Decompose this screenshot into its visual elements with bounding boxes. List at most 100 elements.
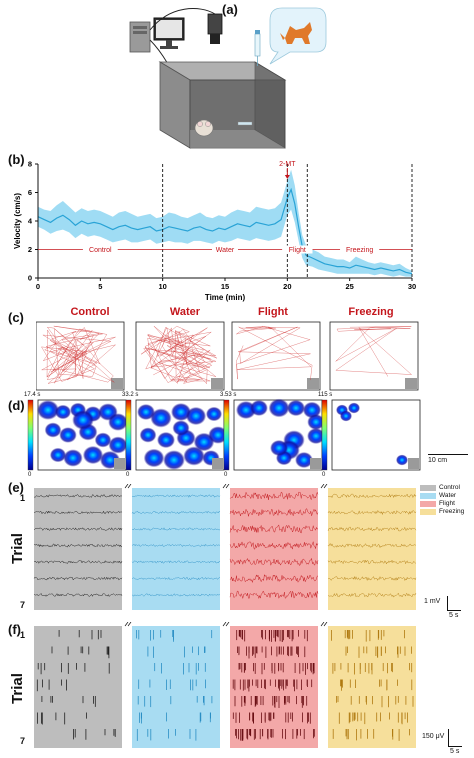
lfp-time-label: 5 s: [449, 612, 459, 619]
occupancy-blob: [108, 413, 128, 431]
lfp-traces: [33, 484, 417, 610]
lfp-background: [230, 488, 318, 610]
heatmap-colorbar: [223, 399, 230, 471]
lfp-trace: [131, 510, 221, 515]
x-tick-label: 20: [283, 282, 291, 291]
axis-break-icon: [124, 622, 132, 627]
lfp-trace: [229, 573, 319, 584]
occupancy-blob: [208, 426, 228, 444]
y-axis-label: Velocity (cm/s): [13, 193, 22, 249]
occupancy-blob: [72, 410, 94, 430]
epoch-label-bg: [212, 245, 238, 254]
occupancy-blob: [37, 400, 59, 420]
trajectory-frame: [231, 321, 321, 391]
lfp-trace: [33, 543, 123, 548]
axis-break-icon: [222, 622, 230, 627]
lfp-trace: [229, 590, 319, 600]
spike-column-water: [132, 622, 230, 748]
colorbar-max-label: 115 s: [318, 392, 333, 398]
legend-label: Water: [439, 492, 457, 499]
panel-label-b: (b): [8, 152, 25, 167]
x-tick-label: 15: [221, 282, 229, 291]
y-tick-label: 2: [28, 245, 32, 254]
trajectory-plots: [36, 321, 419, 391]
axis-break-icon: [320, 484, 328, 489]
lfp-trace: [327, 493, 417, 499]
lfp-last-trial: 7: [20, 600, 26, 610]
occupancy-blob: [286, 399, 306, 417]
start-zone: [307, 378, 319, 389]
lfp-first-trial: 1: [20, 493, 26, 503]
lfp-column-flight: [229, 484, 328, 610]
lfp-trace: [327, 592, 417, 598]
spike-column-control: [34, 622, 132, 748]
start-zone: [408, 458, 419, 469]
velocity-chart: 0 5 10 15 20 25 30 0 2 4 6 8 Time (min) Velocity (cm/…: [13, 160, 416, 303]
x-tick-label: 25: [345, 282, 353, 291]
spike-time-scalebar: [448, 746, 462, 747]
computer-icon: [129, 17, 185, 53]
panel-label-c: (c): [8, 310, 24, 325]
spike-voltage-scalebar: [448, 729, 449, 746]
trajectory-plot-control: [36, 321, 125, 391]
stimulus-annotation: 2-MT: [279, 161, 296, 168]
occupancy-blob: [157, 431, 175, 449]
experimental-setup-illustration: [129, 7, 327, 149]
lfp-trace: [33, 527, 123, 531]
occupancy-blob: [250, 400, 268, 416]
condition-title-flight: Flight: [258, 306, 288, 318]
epoch-label: Freezing: [346, 247, 373, 254]
axis-break-icon: [320, 622, 328, 627]
occupancy-blob: [396, 454, 408, 466]
lfp-background: [34, 488, 122, 610]
epoch-label-bg: [282, 245, 313, 254]
start-zone: [114, 458, 125, 469]
legend-item-flight: Flight: [420, 500, 455, 507]
lfp-trace: [327, 510, 417, 516]
colorbar-max-label: 17.4 s: [24, 392, 41, 398]
x-tick-label: 30: [408, 282, 416, 291]
colorbar-min-label: 0: [224, 472, 228, 478]
lfp-trace: [131, 593, 221, 597]
start-zone: [212, 458, 223, 469]
trajectory-plot-water: [135, 321, 225, 391]
start-zone: [111, 378, 123, 389]
trajectory-path: [41, 325, 116, 384]
lfp-column-water: [131, 484, 230, 610]
occupancy-heatmaps: [27, 398, 421, 471]
heatmap-flight: [223, 398, 325, 471]
start-zone: [310, 458, 321, 469]
camera-icon: [207, 13, 223, 44]
spike-trial-axis-label: Trial: [8, 673, 26, 704]
lfp-column-control: [33, 484, 132, 610]
panel-label-a: (a): [222, 2, 238, 17]
legend-swatch: [420, 500, 436, 507]
lfp-voltage-scalebar: [447, 596, 448, 610]
legend-item-freezing: Freezing: [420, 508, 464, 515]
lfp-trace: [131, 560, 221, 564]
legend-swatch: [420, 484, 436, 491]
lfp-column-freezing: [327, 488, 417, 610]
panel-label-e: (e): [8, 480, 24, 495]
lfp-background: [132, 488, 220, 610]
lfp-trace: [229, 541, 319, 550]
occupancy-blob: [163, 450, 185, 470]
spike-background: [34, 626, 122, 748]
y-tick-label: 6: [28, 188, 32, 197]
lfp-trace: [327, 543, 417, 549]
velocity-mean-line: [37, 187, 413, 275]
occupancy-blob: [139, 427, 157, 443]
lfp-trace: [327, 559, 417, 565]
lfp-voltage-label: 1 mV: [424, 598, 441, 605]
lfp-trace: [33, 576, 123, 581]
spike-voltage-label: 150 μV: [422, 733, 445, 740]
spike-time-label: 5 s: [450, 748, 460, 755]
occupancy-blob: [82, 445, 104, 465]
legend-item-control: Control: [420, 484, 460, 491]
lfp-trace: [229, 491, 319, 500]
occupancy-blob: [295, 451, 313, 469]
legend-item-water: Water: [420, 492, 456, 499]
lfp-trace: [131, 527, 221, 531]
occupancy-blob: [143, 448, 165, 468]
epoch-label-bg: [82, 245, 118, 254]
